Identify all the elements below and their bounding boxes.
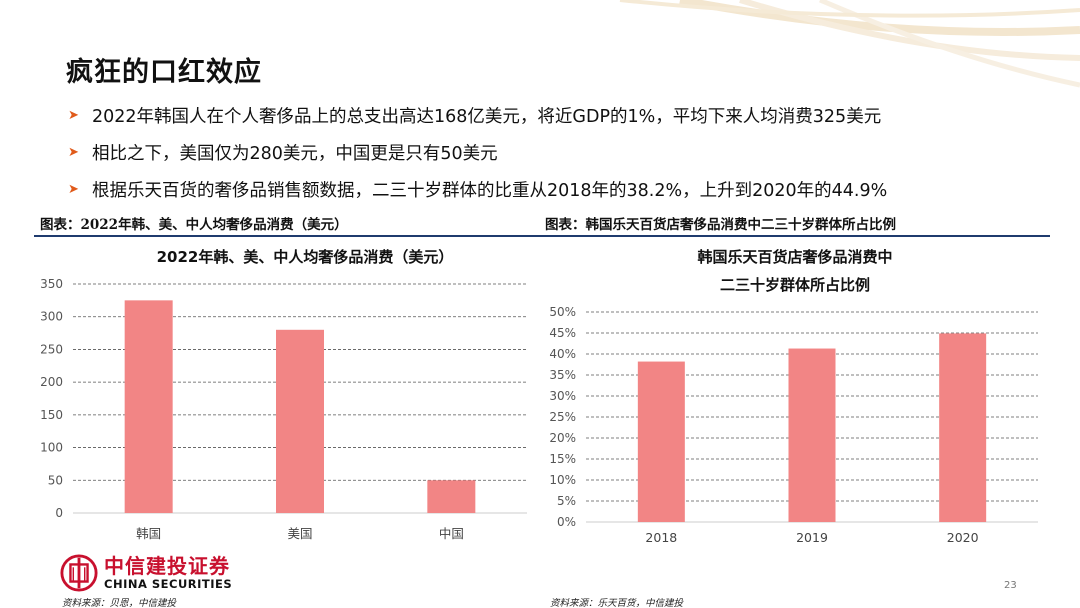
bullet-text: 2022年韩国人在个人奢侈品上的总支出高达168亿美元，将近GDP的1%，平均下… bbox=[92, 107, 882, 127]
y-tick-label: 35% bbox=[549, 368, 576, 382]
bullet-item: ➤ 根据乐天百货的奢侈品销售额数据，二三十岁群体的比重从2018年的38.2%，… bbox=[68, 171, 1058, 208]
y-tick-label: 200 bbox=[40, 375, 63, 389]
y-tick-label: 100 bbox=[40, 441, 63, 455]
citic-logo-icon bbox=[60, 554, 98, 592]
x-tick-label: 韩国 bbox=[136, 526, 161, 541]
arrow-bullet-icon: ➤ bbox=[68, 145, 79, 160]
bar bbox=[939, 333, 987, 522]
bar-chart-per-capita-luxury: 0 50 100 150 200 250 300 350 韩国 美国 中国 bbox=[40, 277, 527, 541]
y-tick-label: 350 bbox=[40, 277, 63, 291]
slide-title: 疯狂的口红效应 bbox=[66, 57, 262, 88]
bullet-item: ➤ 相比之下，美国仅为280美元，中国更是只有50美元 bbox=[68, 134, 1058, 171]
bullet-list: ➤ 2022年韩国人在个人奢侈品上的总支出高达168亿美元，将近GDP的1%，平… bbox=[68, 97, 1058, 208]
bullet-item: ➤ 2022年韩国人在个人奢侈品上的总支出高达168亿美元，将近GDP的1%，平… bbox=[68, 97, 1058, 134]
bar bbox=[124, 300, 173, 513]
chart-caption-left: 图表：2022年韩、美、中人均奢侈品消费（美元） bbox=[40, 217, 348, 233]
bar bbox=[637, 361, 685, 522]
y-tick-label: 30% bbox=[549, 389, 576, 403]
bullet-text: 相比之下，美国仅为280美元，中国更是只有50美元 bbox=[92, 144, 498, 164]
company-logo: 中信建投证券 CHINA SECURITIES bbox=[60, 553, 232, 593]
chart-title-right: 韩国乐天百货店奢侈品消费中 二三十岁群体所占比例 bbox=[560, 243, 1030, 299]
bar-chart-young-share: 0% 5% 10% 15% 20% 25% 30% 35% 40% 45% 50% 2018 2019 2… bbox=[549, 305, 1038, 545]
bullet-text: 根据乐天百货的奢侈品销售额数据，二三十岁群体的比重从2018年的38.2%，上升… bbox=[92, 181, 888, 201]
bar bbox=[276, 329, 324, 513]
arrow-bullet-icon: ➤ bbox=[68, 182, 79, 197]
background-decoration bbox=[619, 0, 1080, 88]
chart-title-right-line1: 韩国乐天百货店奢侈品消费中 bbox=[697, 248, 893, 266]
y-tick-label: 45% bbox=[549, 326, 576, 340]
logo-chinese-name: 中信建投证券 bbox=[104, 554, 230, 578]
y-tick-label: 0 bbox=[55, 506, 63, 520]
x-tick-label: 中国 bbox=[439, 526, 464, 541]
x-tick-label: 美国 bbox=[287, 526, 312, 541]
x-tick-label: 2018 bbox=[645, 530, 677, 545]
x-tick-label: 2020 bbox=[947, 530, 979, 545]
y-tick-label: 5% bbox=[557, 494, 576, 508]
logo-english-name: CHINA SECURITIES bbox=[104, 577, 233, 591]
y-tick-label: 10% bbox=[549, 473, 576, 487]
source-note-right: 资料来源：乐天百货，中信建投 bbox=[550, 598, 684, 608]
x-tick-label: 2019 bbox=[796, 530, 828, 545]
page-number: 23 bbox=[1004, 580, 1017, 591]
caption-divider bbox=[34, 235, 1050, 237]
y-tick-label: 40% bbox=[549, 347, 576, 361]
bar bbox=[788, 348, 836, 522]
y-tick-label: 150 bbox=[40, 408, 63, 422]
y-tick-label: 0% bbox=[557, 515, 576, 529]
y-tick-label: 20% bbox=[549, 431, 576, 445]
chart-title-left: 2022年韩、美、中人均奢侈品消费（美元） bbox=[156, 248, 454, 266]
y-tick-label: 300 bbox=[40, 310, 63, 324]
y-tick-label: 15% bbox=[549, 452, 576, 466]
y-tick-label: 50 bbox=[48, 473, 63, 487]
y-tick-label: 25% bbox=[549, 410, 576, 424]
y-tick-label: 250 bbox=[40, 342, 63, 356]
chart-caption-right: 图表：韩国乐天百货店奢侈品消费中二三十岁群体所占比例 bbox=[545, 217, 896, 233]
y-tick-label: 50% bbox=[549, 305, 576, 319]
arrow-bullet-icon: ➤ bbox=[68, 108, 79, 123]
bar bbox=[427, 480, 476, 513]
chart-title-right-line2: 二三十岁群体所占比例 bbox=[719, 276, 870, 294]
source-note-left: 资料来源：贝恩，中信建投 bbox=[62, 598, 177, 608]
